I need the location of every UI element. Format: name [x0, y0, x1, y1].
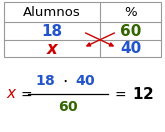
Text: $=$: $=$: [18, 87, 33, 101]
Text: x: x: [47, 39, 57, 58]
Text: 40: 40: [120, 41, 141, 56]
Text: $\mathbf{18}$: $\mathbf{18}$: [35, 74, 55, 88]
Text: $\it{x}$: $\it{x}$: [6, 86, 17, 102]
Text: Alumnos: Alumnos: [23, 6, 81, 18]
Text: %: %: [124, 6, 137, 18]
Text: 18: 18: [41, 23, 63, 39]
Bar: [4, 2, 161, 57]
Text: 60: 60: [120, 23, 141, 39]
Text: $\mathbf{40}$: $\mathbf{40}$: [75, 74, 95, 88]
Text: $=$: $=$: [112, 87, 127, 101]
Text: $\mathbf{12}$: $\mathbf{12}$: [132, 86, 154, 102]
Bar: [4, 2, 161, 22]
Text: $\cdot$: $\cdot$: [62, 72, 68, 90]
Text: $\mathbf{60}$: $\mathbf{60}$: [58, 100, 78, 114]
